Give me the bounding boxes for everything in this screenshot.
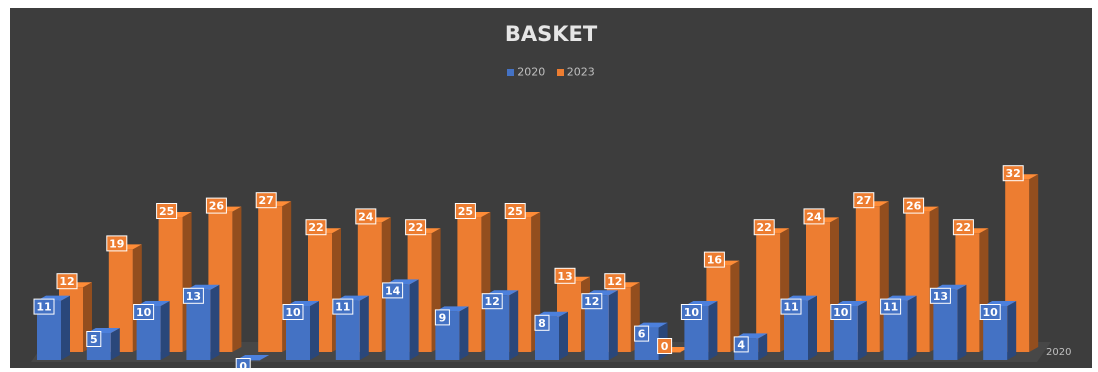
svg-text:11: 11 <box>36 301 51 314</box>
svg-text:12: 12 <box>485 295 500 308</box>
svg-text:22: 22 <box>956 221 971 234</box>
data-label-2023-3: 25 <box>156 203 178 219</box>
chart-legend: 2020 2023 <box>10 65 1092 79</box>
svg-text:0: 0 <box>661 340 669 353</box>
svg-text:10: 10 <box>285 306 301 319</box>
svg-text:5: 5 <box>90 333 98 346</box>
data-label-2020-10: 12 <box>481 293 503 310</box>
svg-text:12: 12 <box>59 275 74 288</box>
svg-text:22: 22 <box>408 221 423 234</box>
data-label-2023-17: 27 <box>853 192 875 209</box>
svg-text:22: 22 <box>757 221 772 234</box>
data-label-2020-13: 6 <box>634 325 650 342</box>
data-label-2020-20: 10 <box>979 304 1001 320</box>
data-label-2020-4: 13 <box>182 287 204 304</box>
data-label-2020-5: 0 <box>235 358 251 368</box>
svg-text:22: 22 <box>308 221 323 234</box>
data-label-2023-4: 26 <box>205 197 227 214</box>
svg-text:12: 12 <box>607 275 622 288</box>
svg-text:13: 13 <box>186 290 201 303</box>
data-label-2023-7: 24 <box>355 208 377 225</box>
svg-text:25: 25 <box>508 205 523 218</box>
data-label-2023-16: 24 <box>803 208 825 225</box>
data-label-2023-11: 13 <box>554 267 576 284</box>
data-label-2020-2: 5 <box>86 331 102 347</box>
svg-text:10: 10 <box>136 306 152 319</box>
data-label-2023-20: 32 <box>1002 165 1024 182</box>
svg-text:25: 25 <box>458 205 473 218</box>
legend-swatch-2020 <box>507 68 515 76</box>
data-label-2020-19: 13 <box>929 287 951 304</box>
data-label-2023-6: 22 <box>305 219 327 236</box>
svg-text:10: 10 <box>684 306 700 319</box>
svg-text:25: 25 <box>159 205 174 218</box>
data-label-2023-18: 26 <box>903 197 925 214</box>
svg-text:27: 27 <box>856 194 871 207</box>
svg-text:14: 14 <box>385 284 401 297</box>
data-label-2020-14: 10 <box>680 304 702 320</box>
svg-text:32: 32 <box>1006 167 1021 180</box>
svg-text:16: 16 <box>707 254 723 267</box>
data-label-2020-12: 12 <box>581 293 603 310</box>
data-label-2020-17: 10 <box>830 304 852 320</box>
svg-text:24: 24 <box>358 210 374 223</box>
svg-text:4: 4 <box>737 338 745 351</box>
chart-title: BASKET <box>504 22 598 46</box>
svg-text:9: 9 <box>439 311 447 324</box>
data-label-2023-9: 25 <box>454 203 476 219</box>
data-label-2023-12: 12 <box>604 273 626 290</box>
data-label-2020-1: 11 <box>33 298 55 315</box>
data-label-2023-19: 22 <box>952 219 974 236</box>
data-label-2020-18: 11 <box>880 298 902 315</box>
svg-text:11: 11 <box>783 301 798 314</box>
legend-swatch-2023 <box>556 68 564 76</box>
legend-label-2023: 2023 <box>566 65 595 79</box>
data-label-2023-10: 25 <box>504 203 526 219</box>
data-label-2023-2: 19 <box>106 235 128 252</box>
svg-text:11: 11 <box>335 301 350 314</box>
svg-text:19: 19 <box>109 237 124 250</box>
data-label-2020-9: 9 <box>434 309 450 326</box>
svg-text:12: 12 <box>584 295 599 308</box>
svg-text:13: 13 <box>557 270 572 283</box>
data-label-2020-3: 10 <box>133 304 155 320</box>
svg-text:10: 10 <box>833 306 849 319</box>
svg-text:26: 26 <box>906 200 922 213</box>
svg-text:0: 0 <box>239 360 247 368</box>
plot-area: 12 11 19 5 25 10 26 13 27 0 22 10 24 11 22 14 25 9 25 12 13 8… <box>31 165 1051 368</box>
chart-area: BASKET 2020 2023 12 11 19 5 25 10 26 13 27 0 22 10 2… <box>10 8 1092 368</box>
bar-2023-5 <box>258 201 292 352</box>
svg-text:24: 24 <box>806 210 822 223</box>
data-label-2023-15: 22 <box>753 219 775 236</box>
depth-axis-label: 2020 <box>1046 347 1072 358</box>
legend-item-2023: 2023 <box>556 65 595 79</box>
data-label-2020-15: 4 <box>733 336 749 353</box>
data-label-2020-8: 14 <box>382 282 404 299</box>
bar-2023-9 <box>457 212 491 352</box>
svg-text:26: 26 <box>209 200 225 213</box>
svg-text:13: 13 <box>933 290 948 303</box>
svg-text:10: 10 <box>983 306 999 319</box>
data-label-2023-13: 0 <box>657 338 673 354</box>
data-label-2020-7: 11 <box>332 298 354 315</box>
legend-label-2020: 2020 <box>517 65 546 79</box>
data-label-2020-6: 10 <box>282 304 304 320</box>
svg-text:27: 27 <box>259 194 274 207</box>
data-label-2023-1: 12 <box>56 273 78 290</box>
data-label-2023-14: 16 <box>703 251 725 268</box>
data-label-2023-8: 22 <box>405 219 427 236</box>
data-label-2020-11: 8 <box>534 314 550 331</box>
svg-text:8: 8 <box>538 317 546 330</box>
legend-item-2020: 2020 <box>507 65 545 79</box>
svg-text:11: 11 <box>883 301 898 314</box>
data-label-2023-5: 27 <box>255 192 277 209</box>
svg-text:6: 6 <box>638 328 646 341</box>
data-label-2020-16: 11 <box>780 298 802 315</box>
